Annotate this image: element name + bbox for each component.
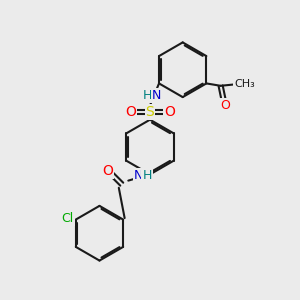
Text: N: N (134, 169, 143, 182)
Text: O: O (125, 105, 136, 119)
Text: O: O (220, 99, 230, 112)
Text: H: H (142, 169, 152, 182)
Text: O: O (102, 164, 112, 178)
Text: S: S (146, 105, 154, 119)
Text: CH₃: CH₃ (234, 79, 255, 89)
Text: N: N (152, 89, 161, 102)
Text: H: H (143, 89, 152, 102)
Text: Cl: Cl (61, 212, 74, 225)
Text: O: O (164, 105, 175, 119)
